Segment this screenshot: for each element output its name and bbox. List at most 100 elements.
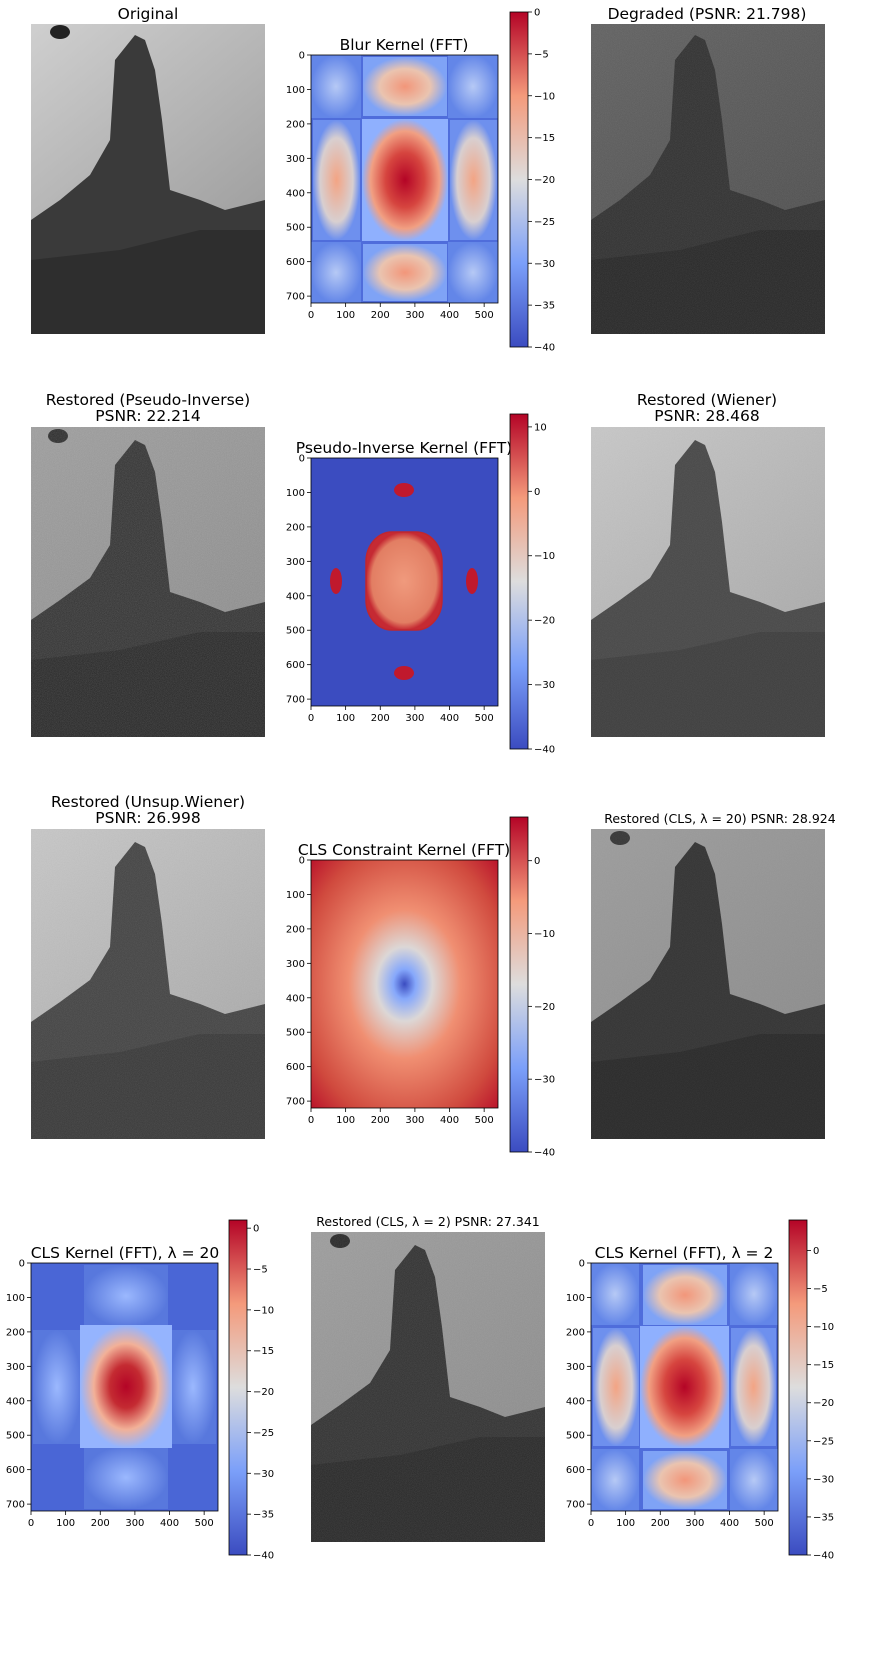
colorbar-tick-label: −30	[813, 1474, 834, 1485]
y-tick-label: 200	[6, 1327, 25, 1338]
y-tick-label: 400	[6, 1396, 25, 1407]
x-tick-label: 0	[588, 1518, 594, 1529]
x-tick-label: 0	[308, 713, 314, 724]
colorbar-tick-label: −25	[534, 217, 555, 228]
y-tick-label: 600	[286, 660, 305, 671]
colorbar-tick-label: 10	[534, 422, 547, 433]
colorbar-tick-label: −5	[253, 1265, 268, 1276]
colorbar-tick-label: −15	[534, 133, 555, 144]
y-tick-label: 500	[286, 1028, 305, 1039]
y-tick-label: 700	[286, 1097, 305, 1108]
x-tick-label: 0	[308, 310, 314, 321]
cls2-image	[311, 1232, 545, 1542]
x-tick-label: 400	[720, 1518, 739, 1529]
x-tick-label: 0	[308, 1115, 314, 1126]
colorbar-tick-label: −10	[534, 551, 555, 562]
x-tick-label: 400	[440, 1115, 459, 1126]
panel-title-cls20-kernel: CLS Kernel (FFT), λ = 20	[31, 1244, 220, 1262]
colorbar-tick-label: −5	[813, 1284, 828, 1295]
colorbar-tick-label: 0	[813, 1246, 819, 1257]
cls20-image	[591, 829, 825, 1139]
y-tick-label: 700	[286, 695, 305, 706]
x-tick-label: 100	[336, 310, 355, 321]
y-tick-label: 400	[286, 993, 305, 1004]
colorbar-tick-label: −20	[253, 1387, 274, 1398]
y-tick-label: 100	[286, 488, 305, 499]
colorbar-tick-label: −10	[534, 91, 555, 102]
colorbar-tick-label: −25	[813, 1436, 834, 1447]
x-tick-label: 500	[755, 1518, 774, 1529]
y-tick-label: 200	[286, 119, 305, 130]
y-tick-label: 500	[286, 626, 305, 637]
unsup-wiener-image	[31, 829, 265, 1139]
panel-title-degraded: Degraded (PSNR: 21.798)	[608, 5, 807, 23]
y-tick-label: 300	[286, 557, 305, 568]
panel-title-cls-constraint: CLS Constraint Kernel (FFT)	[298, 841, 510, 859]
colorbar-tick-label: −10	[813, 1322, 834, 1333]
colorbar-tick-label: −40	[534, 343, 555, 354]
y-tick-label: 100	[566, 1293, 585, 1304]
y-tick-label: 700	[286, 292, 305, 303]
x-tick-label: 300	[685, 1518, 704, 1529]
colorbar-tick-label: −40	[253, 1551, 274, 1562]
colorbar-tick-label: −35	[253, 1510, 274, 1521]
y-tick-label: 200	[566, 1327, 585, 1338]
cls20-kernel-heatmap	[31, 1263, 218, 1511]
cls-constraint-kernel-heatmap	[311, 860, 498, 1108]
y-tick-label: 600	[6, 1465, 25, 1476]
blur-kernel-heatmap	[311, 55, 498, 303]
colorbar-tick-label: −30	[534, 259, 555, 270]
x-tick-label: 200	[371, 1115, 390, 1126]
colorbar-tick-label: 0	[534, 8, 540, 19]
wiener-image	[591, 427, 825, 737]
panel-title-original: Original	[118, 5, 179, 23]
x-tick-label: 400	[160, 1518, 179, 1529]
y-tick-label: 500	[566, 1431, 585, 1442]
y-tick-label: 0	[299, 454, 305, 465]
colorbar-tick-label: −30	[253, 1469, 274, 1480]
colorbar-tick-label: −10	[253, 1305, 274, 1316]
x-tick-label: 500	[475, 1115, 494, 1126]
colorbar	[510, 414, 528, 749]
y-tick-label: 600	[566, 1465, 585, 1476]
y-tick-label: 300	[566, 1362, 585, 1373]
panel-title-blur-kernel: Blur Kernel (FFT)	[340, 36, 469, 54]
x-tick-label: 200	[91, 1518, 110, 1529]
colorbar-tick-label: −5	[534, 49, 549, 60]
x-tick-label: 500	[195, 1518, 214, 1529]
colorbar-tick-label: −35	[813, 1512, 834, 1523]
x-tick-label: 100	[336, 713, 355, 724]
colorbar-tick-label: 0	[253, 1224, 259, 1235]
colorbar	[789, 1220, 807, 1555]
x-tick-label: 300	[405, 310, 424, 321]
colorbar-tick-label: −20	[534, 1002, 555, 1013]
panel-title-cls2: Restored (CLS, λ = 2) PSNR: 27.341	[316, 1214, 539, 1229]
original-image	[31, 24, 265, 334]
colorbar-tick-label: −40	[534, 745, 555, 756]
x-tick-label: 300	[405, 713, 424, 724]
x-tick-label: 400	[440, 310, 459, 321]
y-tick-label: 0	[299, 856, 305, 867]
panel-title-cls20: Restored (CLS, λ = 20) PSNR: 28.924	[604, 811, 835, 826]
y-tick-label: 300	[286, 959, 305, 970]
y-tick-label: 400	[286, 591, 305, 602]
panel-title-pseudo-line2: PSNR: 22.214	[95, 407, 200, 425]
colorbar-tick-label: −15	[813, 1360, 834, 1371]
colorbar-tick-label: −35	[534, 301, 555, 312]
colorbar-tick-label: −20	[534, 616, 555, 627]
colorbar-tick-label: −20	[813, 1398, 834, 1409]
y-tick-label: 700	[6, 1500, 25, 1511]
y-tick-label: 500	[286, 223, 305, 234]
x-tick-label: 500	[475, 713, 494, 724]
colorbar-tick-label: −10	[534, 929, 555, 940]
y-tick-label: 400	[566, 1396, 585, 1407]
x-tick-label: 300	[125, 1518, 144, 1529]
y-tick-label: 200	[286, 522, 305, 533]
y-tick-label: 300	[286, 154, 305, 165]
y-tick-label: 0	[579, 1259, 585, 1270]
pseudo-inverse-image	[31, 427, 265, 737]
colorbar-tick-label: −30	[534, 680, 555, 691]
x-tick-label: 0	[28, 1518, 34, 1529]
y-tick-label: 700	[566, 1500, 585, 1511]
colorbar	[510, 817, 528, 1152]
